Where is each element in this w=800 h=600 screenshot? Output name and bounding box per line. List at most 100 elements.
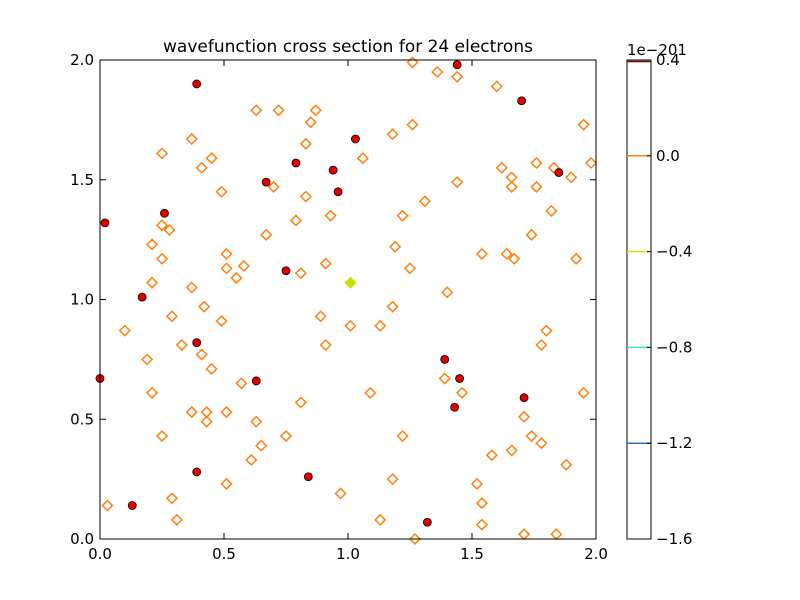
zero-contour-marker	[220, 247, 233, 261]
zero-contour-marker	[118, 324, 131, 337]
electron-point	[281, 266, 291, 276]
zero-contour-marker	[260, 228, 273, 241]
zero-contour-marker	[272, 104, 285, 117]
zero-contour-marker	[560, 458, 573, 471]
zero-contour-marker	[505, 180, 518, 193]
zero-contour-marker	[230, 271, 243, 285]
zero-contour-marker	[304, 116, 317, 129]
zero-contour-marker	[237, 259, 250, 273]
zero-contour-marker	[547, 161, 560, 174]
zero-contour-marker	[195, 348, 208, 361]
zero-contour-marker	[101, 499, 114, 512]
y-tick-label: 1.5	[70, 171, 94, 189]
colorbar-ticks: 0.4 0.0 −0.4 −0.8 −1.2 −1.6	[647, 51, 692, 548]
zero-contour-marker	[438, 372, 451, 385]
zero-contour-marker	[451, 70, 464, 83]
zero-contour-marker	[525, 429, 538, 443]
electron-point	[519, 393, 529, 403]
chart-title: wavefunction cross section for 24 electr…	[163, 37, 533, 57]
electron-point	[328, 165, 338, 175]
x-tick-label: 2.0	[584, 545, 608, 563]
zero-contour-marker	[220, 406, 233, 419]
electron-point	[452, 60, 462, 70]
zero-contour-marker	[418, 195, 431, 208]
zero-contour-marker	[577, 118, 590, 131]
zero-contour-marker	[250, 104, 263, 117]
negative-contour-marker	[344, 276, 357, 289]
zero-contour-marker	[155, 429, 169, 443]
zero-contour-marker	[396, 429, 409, 443]
zero-contour-marker	[220, 477, 233, 490]
zero-contour-marker	[540, 324, 553, 337]
colorbar-frame	[626, 59, 652, 540]
zero-contour-marker	[490, 80, 503, 93]
zero-contour-marker	[475, 518, 488, 531]
x-tick-label: 0.5	[212, 545, 236, 563]
colorbar-tick-label: −0.4	[656, 243, 692, 261]
colorbar-tick-label: −1.6	[656, 530, 692, 548]
electron-layer	[95, 60, 564, 527]
zero-contour-marker	[456, 386, 469, 399]
zero-contour-marker	[175, 338, 188, 352]
zero-contour-marker	[215, 185, 228, 198]
zero-contour-marker	[500, 247, 513, 261]
zero-contour-marker	[530, 180, 543, 193]
zero-contour-marker	[314, 310, 327, 323]
zero-contour-marker	[165, 310, 178, 323]
zero-contour-marker	[451, 176, 464, 189]
zero-contour-marker	[475, 497, 488, 510]
zero-contour-marker	[441, 286, 454, 299]
zero-contour-marker	[294, 267, 307, 280]
zero-contour-marker	[146, 238, 159, 251]
plot-area-background	[100, 60, 596, 539]
zero-contour-marker	[495, 161, 508, 174]
zero-contour-marker	[299, 190, 312, 203]
electron-point	[351, 134, 360, 144]
zero-contour-marker	[535, 338, 548, 352]
zero-contour-marker	[396, 209, 409, 222]
zero-contour-marker	[508, 252, 521, 265]
electron-point	[440, 354, 450, 364]
y-tick-label: 1.0	[70, 291, 94, 309]
zero-contour-marker	[356, 152, 369, 165]
zero-contour-marker	[255, 439, 268, 452]
zero-contour-marker	[155, 147, 169, 160]
electron-point	[333, 187, 343, 197]
electron-point	[450, 402, 460, 412]
zero-contour-marker	[565, 171, 578, 184]
zero-contour-marker	[170, 513, 183, 526]
colorbar: 0.4 0.0 −0.4 −0.8 −1.2 −1.6 1e−201	[626, 41, 692, 548]
zero-contour-marker	[406, 56, 419, 69]
zero-contour-marker	[530, 156, 543, 170]
zero-contour-marker	[146, 386, 159, 399]
zero-contour-marker	[431, 65, 444, 79]
y-axis: 0.0 0.5 1.0 1.5 2.0	[70, 51, 596, 548]
zero-contour-marker	[389, 240, 402, 253]
electron-point	[455, 374, 465, 383]
colorbar-tick-label: −1.2	[656, 434, 692, 452]
zero-contour-marker	[319, 257, 332, 270]
zero-contour-marker	[475, 247, 488, 261]
electron-point	[517, 96, 526, 106]
zero-contour-marker	[334, 487, 347, 500]
x-tick-label: 1.0	[336, 545, 360, 563]
zero-contour-marker	[577, 386, 590, 399]
zero-contour-marker	[505, 444, 518, 457]
zero-contour-marker	[299, 137, 312, 150]
electron-point	[192, 338, 202, 348]
zero-contour-marker	[165, 492, 178, 505]
zero-contour-marker	[289, 214, 302, 227]
zero-contour-marker	[205, 362, 218, 376]
zero-contour-marker	[279, 429, 293, 443]
y-tick-label: 0.0	[70, 530, 94, 548]
zero-contour-marker	[374, 513, 387, 526]
zero-contour-marker	[535, 437, 548, 450]
x-tick-label: 0.0	[88, 545, 112, 563]
zero-contour-marker	[309, 104, 322, 117]
zero-contour-marker	[584, 156, 598, 170]
colorbar-tick-label: 0.0	[656, 147, 680, 165]
zero-contour-marker	[250, 415, 263, 428]
zero-contour-marker	[374, 319, 387, 332]
electron-point	[127, 501, 137, 510]
zero-contour-marker	[267, 180, 280, 193]
